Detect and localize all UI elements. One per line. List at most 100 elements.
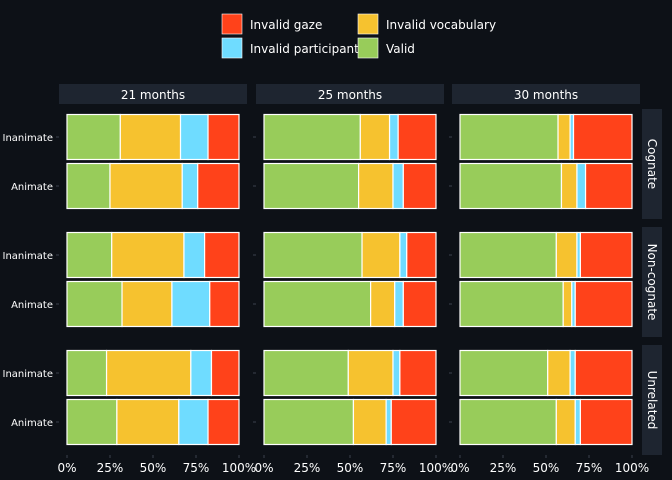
bar-segment-valid-inanimate [66,349,108,397]
bar-segment-invalid-participant-inanimate [190,349,213,397]
bar-segment-invalid-vocabulary-animate [116,398,180,446]
legend-label-invalid-participant: Invalid participant [250,42,359,56]
bar-segment-invalid-vocabulary-inanimate [359,113,391,161]
x-tick-label: 100% [419,461,453,475]
strip-col-30-months [452,84,640,104]
bar-segment-invalid-vocabulary-inanimate [119,113,182,161]
bar-segment-valid-inanimate [263,231,363,279]
bar-segment-invalid-gaze-inanimate [406,231,437,279]
bar-segment-invalid-vocabulary-animate [370,280,396,328]
x-tick-label: 100% [222,461,256,475]
panel-cognate-25-months [253,109,444,219]
panel-unrelated-25-months [253,345,444,455]
x-tick-label: 50% [337,461,364,475]
bar-segment-valid-animate [66,398,118,446]
bar-segment-invalid-gaze-animate [579,398,633,446]
bar-segment-invalid-vocabulary-animate [358,162,394,210]
strip-row-cognate [642,109,662,219]
bar-segment-invalid-gaze-inanimate [204,231,240,279]
x-tick-label: 0% [57,461,76,475]
bar-segment-invalid-participant-inanimate [183,231,206,279]
legend-key-invalid-vocabulary [357,13,379,35]
strip-col-label-30-months: 30 months [514,88,578,102]
bar-segment-valid-animate [263,162,360,210]
bar-segment-invalid-participant-animate [171,280,211,328]
x-tick-label: 75% [380,461,407,475]
bar-segment-invalid-gaze-animate [207,398,240,446]
bar-segment-invalid-participant-inanimate [399,231,408,279]
bar-segment-invalid-participant-animate [385,398,392,446]
y-tick-label-inanimate: Inanimate [3,251,53,262]
bar-segment-invalid-vocabulary-inanimate [557,113,571,161]
x-tick-label: 50% [533,461,560,475]
strip-row-label-unrelated: Unrelated [645,371,659,430]
bar-segment-valid-animate [459,162,563,210]
bar-segment-valid-animate [66,280,123,328]
legend-label-valid: Valid [386,42,415,56]
y-tick-label-animate: Animate [11,418,53,429]
x-tick-label: 0% [450,461,469,475]
bar-segment-invalid-vocabulary-animate [562,280,573,328]
bar-segment-invalid-gaze-inanimate [572,113,633,161]
bar-segment-valid-inanimate [459,349,549,397]
bar-segment-invalid-gaze-animate [584,162,633,210]
panel-non-cognate-21-months [56,227,247,337]
bar-segment-invalid-vocabulary-inanimate [111,231,185,279]
bar-segment-invalid-participant-inanimate [392,349,401,397]
bar-segment-invalid-vocabulary-inanimate [361,231,401,279]
bar-segment-valid-inanimate [263,349,349,397]
bar-segment-invalid-gaze-inanimate [574,349,633,397]
x-tick-label: 25% [490,461,517,475]
bar-segment-valid-animate [66,162,111,210]
bar-segment-invalid-gaze-animate [402,162,437,210]
bar-segment-valid-inanimate [459,113,559,161]
bar-segment-invalid-participant-animate [394,280,404,328]
x-tick-label: 50% [140,461,167,475]
bar-segment-invalid-gaze-inanimate [207,113,240,161]
bar-segment-invalid-gaze-animate [209,280,240,328]
bar-segment-invalid-vocabulary-inanimate [347,349,394,397]
y-tick-label-inanimate: Inanimate [3,133,53,144]
panel-non-cognate-30-months [449,227,640,337]
legend-key-invalid-gaze [221,13,243,35]
bar-segment-invalid-vocabulary-inanimate [105,349,192,397]
strip-row-non-cognate [642,227,662,337]
strip-col-label-25-months: 25 months [318,88,382,102]
y-tick-label-animate: Animate [11,300,53,311]
bar-segment-invalid-participant-animate [576,162,587,210]
legend-label-invalid-vocabulary: Invalid vocabulary [386,18,496,32]
strip-row-label-cognate: Cognate [645,139,659,189]
strip-row-label-non-cognate: Non-cognate [645,244,659,321]
bar-segment-valid-inanimate [66,113,121,161]
legend-label-invalid-gaze: Invalid gaze [250,18,322,32]
bar-segment-invalid-participant-animate [181,162,199,210]
strip-row-unrelated [642,345,662,455]
legend-key-valid [357,37,379,59]
bar-segment-invalid-vocabulary-animate [555,398,576,446]
bar-segment-invalid-gaze-animate [574,280,633,328]
bar-segment-invalid-gaze-inanimate [397,113,437,161]
bar-segment-valid-animate [263,280,372,328]
bar-segment-invalid-gaze-animate [197,162,240,210]
strip-col-25-months [256,84,444,104]
bar-segment-invalid-participant-inanimate [179,113,209,161]
bar-segment-invalid-participant-animate [178,398,209,446]
bar-segment-invalid-vocabulary-animate [109,162,183,210]
strip-col-label-21-months: 21 months [121,88,185,102]
bar-segment-invalid-gaze-animate [390,398,437,446]
bar-segment-invalid-gaze-inanimate [210,349,240,397]
bar-segment-invalid-vocabulary-animate [352,398,387,446]
bar-segment-invalid-vocabulary-inanimate [555,231,578,279]
facet-strips: 21 months 25 months 30 months Cognate Non-co… [59,84,662,455]
legend: Invalid gaze Invalid vocabulary Invalid pa… [221,13,496,59]
x-axis-ticks: 0% 25% 50% 75% 100%0% 25% 50% 75% 100%0% 25% 50% 75… [57,455,649,475]
x-tick-label: 75% [576,461,603,475]
bar-segment-invalid-participant-inanimate [388,113,399,161]
facet-panels [56,109,640,455]
bar-segment-invalid-participant-animate [574,398,581,446]
bar-segment-valid-inanimate [263,113,361,161]
panel-unrelated-30-months [449,345,640,455]
bar-segment-invalid-gaze-inanimate [579,231,633,279]
x-tick-label: 100% [615,461,649,475]
